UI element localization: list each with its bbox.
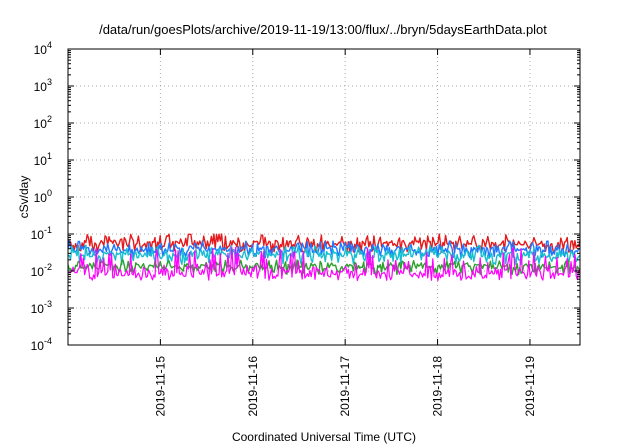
series-line bbox=[67, 259, 581, 276]
y-tick-label: 102 bbox=[34, 114, 52, 131]
y-tick-label: 10-4 bbox=[31, 336, 52, 353]
y-axis: 10-4 10-3 10-2 10-1 100 101 102 103 104 bbox=[31, 40, 580, 353]
x-axis-label: Coordinated Universal Time (UTC) bbox=[232, 430, 416, 444]
y-tick-label: 104 bbox=[34, 40, 52, 57]
x-tick-label: 2019-11-15 bbox=[153, 356, 167, 417]
y-tick-label: 103 bbox=[34, 77, 52, 94]
y-tick-label: 101 bbox=[34, 151, 52, 168]
y-tick-label: 10-1 bbox=[31, 225, 52, 242]
x-tick-label: 2019-11-17 bbox=[338, 356, 352, 417]
chart-title: /data/run/goesPlots/archive/2019-11-19/1… bbox=[99, 22, 547, 37]
y-tick-label: 10-2 bbox=[31, 262, 52, 279]
series-line bbox=[67, 233, 581, 254]
y-axis-label: cSv/day bbox=[17, 176, 31, 219]
x-tick-label: 2019-11-19 bbox=[523, 356, 537, 417]
series-line bbox=[67, 244, 581, 266]
y-tick-label: 100 bbox=[34, 188, 52, 205]
x-axis: 2019-11-15 2019-11-16 2019-11-17 2019-11-18… bbox=[153, 49, 537, 417]
series-line bbox=[67, 246, 581, 282]
y-tick-label: 10-3 bbox=[31, 299, 52, 316]
x-tick-label: 2019-11-16 bbox=[246, 356, 260, 417]
grid-lines bbox=[68, 49, 580, 345]
series-layer bbox=[67, 233, 581, 282]
x-tick-label: 2019-11-18 bbox=[431, 356, 445, 417]
